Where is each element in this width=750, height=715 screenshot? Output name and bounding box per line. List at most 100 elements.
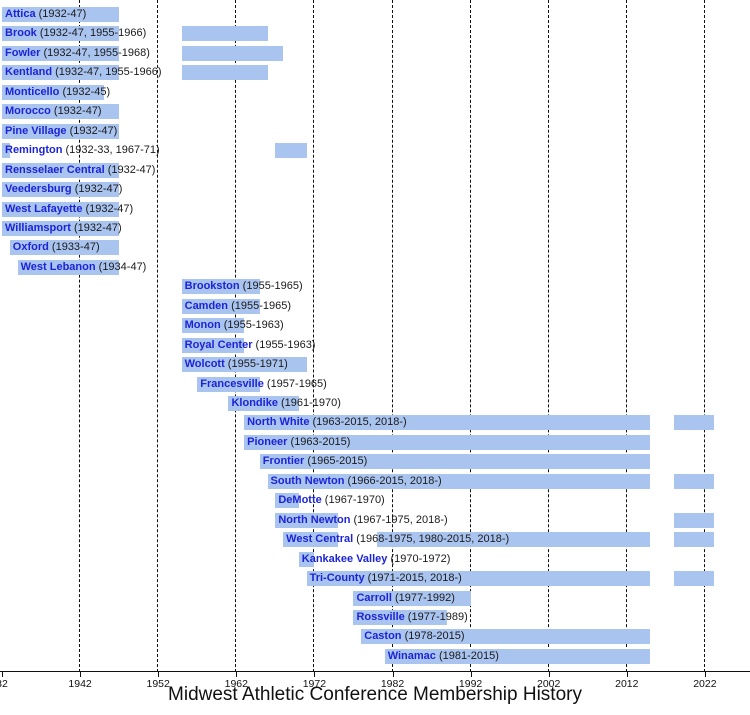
membership-years: (1932-47) [50,105,102,118]
membership-bar[interactable] [673,415,715,431]
timeline-row[interactable]: Pioneer (1963-2015) [0,433,750,452]
membership-bar[interactable] [283,532,338,548]
membership-bar[interactable] [298,551,315,567]
timeline-row[interactable]: Frontier (1965-2015) [0,452,750,471]
row-label: Williamsport (1932-47) [5,222,122,235]
timeline-row[interactable]: Morocco (1932-47) [0,102,750,121]
membership-bar[interactable] [2,45,120,61]
timeline-row[interactable]: Williamsport (1932-47) [0,219,750,238]
timeline-row[interactable]: Veedersburg (1932-47) [0,180,750,199]
membership-bar[interactable] [2,123,120,139]
timeline-row[interactable]: West Lafayette (1932-47) [0,200,750,219]
timeline-row[interactable]: Francesville (1957-1965) [0,375,750,394]
row-label: Monticello (1932-45) [5,86,110,99]
tick-1942 [80,671,82,677]
timeline-row[interactable]: Royal Center (1955-1963) [0,336,750,355]
timeline-row[interactable]: DeMotte (1967-1970) [0,491,750,510]
timeline-row[interactable]: Rensselaer Central (1932-47) [0,161,750,180]
timeline-row[interactable]: Brook (1932-47, 1955-1966) [0,24,750,43]
membership-bar[interactable] [228,396,299,411]
membership-bar[interactable] [181,357,307,373]
membership-bar[interactable] [181,279,260,295]
timeline-row[interactable]: West Lebanon (1934-47) [0,258,750,277]
membership-bar[interactable] [673,512,715,528]
membership-bar[interactable] [181,298,260,314]
membership-bar[interactable] [2,182,120,198]
membership-years: (1932-47) [70,221,122,234]
tick-label-32: 32 [0,678,8,690]
row-label: Attica (1932-47) [5,8,86,21]
membership-bar[interactable] [17,259,120,275]
timeline-row[interactable]: North White (1963-2015, 2018-) [0,413,750,432]
timeline-row[interactable]: Oxford (1933-47) [0,238,750,257]
membership-bar[interactable] [376,532,651,548]
timeline-row[interactable]: South Newton (1966-2015, 2018-) [0,472,750,491]
membership-bar[interactable] [384,648,651,664]
membership-bar[interactable] [181,65,268,81]
timeline-row[interactable]: Kentland (1932-47, 1955-1966) [0,63,750,82]
membership-years: (1932-47) [66,124,118,137]
membership-bar[interactable] [361,629,651,645]
timeline-row[interactable]: Monon (1955-1963) [0,316,750,335]
membership-bar[interactable] [2,104,120,120]
timeline-row[interactable]: Monticello (1932-45) [0,83,750,102]
school-name: Monticello [5,85,60,98]
membership-bar[interactable] [673,473,715,489]
row-label: Camden (1955-1965) [185,300,291,313]
membership-bar[interactable] [267,473,651,489]
membership-bar[interactable] [2,201,120,217]
timeline-row[interactable]: Winamac (1981-2015) [0,647,750,666]
school-name: Rensselaer Central [5,163,105,176]
membership-bar[interactable] [9,240,120,256]
row-label: North Newton (1967-1975, 2018-) [278,514,447,527]
row-label: Fowler (1932-47, 1955-1968) [5,47,150,60]
membership-bar[interactable] [275,143,307,159]
timeline-row[interactable]: Attica (1932-47) [0,5,750,24]
membership-years: (1966-2015, 2018-) [344,474,442,487]
membership-bar[interactable] [2,26,120,42]
membership-bar[interactable] [2,65,120,81]
timeline-row[interactable]: North Newton (1967-1975, 2018-) [0,511,750,530]
membership-years: (1932-47, 1955-1968) [40,46,150,59]
membership-bar[interactable] [2,220,120,236]
timeline-row[interactable]: Wolcott (1955-1971) [0,355,750,374]
timeline-row[interactable]: Caston (1978-2015) [0,627,750,646]
membership-bar[interactable] [673,571,715,587]
membership-bar[interactable] [181,318,245,334]
school-name: Camden [184,299,229,312]
timeline-row[interactable]: Camden (1955-1965) [0,297,750,316]
membership-bar[interactable] [306,571,651,587]
timeline-row[interactable]: Tri-County (1971-2015, 2018-) [0,569,750,588]
membership-bar[interactable] [197,376,260,392]
membership-bar[interactable] [244,415,651,431]
membership-bar[interactable] [673,532,715,548]
membership-years: (1970-1972) [387,552,451,565]
membership-bar[interactable] [2,162,120,178]
membership-bar[interactable] [244,434,651,450]
timeline-row[interactable]: Carroll (1977-1992) [0,589,750,608]
membership-bar[interactable] [181,26,268,42]
membership-bar[interactable] [275,512,338,528]
timeline-row[interactable]: Rossville (1977-1989) [0,608,750,627]
membership-years: (1963-2015) [287,435,351,448]
membership-bar[interactable] [181,45,284,61]
membership-years: (1965-2015) [304,455,368,468]
row-label: Kankakee Valley (1970-1972) [302,553,451,566]
timeline-row[interactable]: West Central (1968-1975, 1980-2015, 2018… [0,530,750,549]
membership-bar[interactable] [353,590,471,606]
membership-bar[interactable] [2,7,120,22]
timeline-row[interactable]: Kankakee Valley (1970-1972) [0,550,750,569]
school-name: North Newton [278,513,351,526]
timeline-row[interactable]: Klondike (1961-1970) [0,394,750,413]
membership-bar[interactable] [2,84,104,100]
membership-bar[interactable] [353,609,448,625]
school-name: Monon [184,319,221,332]
membership-bar[interactable] [275,493,299,509]
timeline-row[interactable]: Pine Village (1932-47) [0,122,750,141]
membership-bar[interactable] [2,143,10,159]
timeline-row[interactable]: Remington (1932-33, 1967-71) [0,141,750,160]
timeline-row[interactable]: Brookston (1955-1965) [0,277,750,296]
membership-bar[interactable] [259,454,651,470]
timeline-row[interactable]: Fowler (1932-47, 1955-1968) [0,44,750,63]
membership-bar[interactable] [181,337,245,353]
